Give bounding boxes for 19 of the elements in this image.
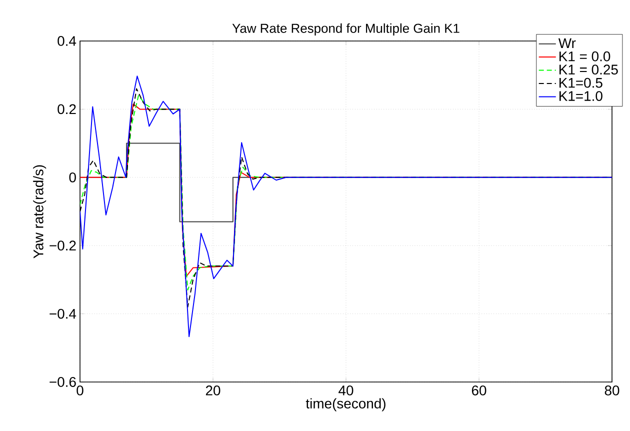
y-tick-label: 0.4 — [58, 36, 76, 46]
y-axis-title: Yaw rate(rad/s) — [33, 165, 46, 258]
x-tick-label: 60 — [472, 386, 486, 396]
legend-label: K1 = 0.0 — [559, 51, 610, 62]
y-tick-label: −0.4 — [50, 308, 76, 319]
legend-label: K1=0.5 — [559, 78, 602, 88]
y-tick-label: −0.2 — [50, 240, 76, 251]
legend-label: K1 = 0.25 — [559, 64, 618, 75]
legend-label: Wr — [558, 38, 576, 48]
x-tick-label: 20 — [206, 386, 220, 396]
chart-title: Yaw Rate Respond for Multiple Gain K1 — [232, 23, 460, 36]
y-tick-label: −0.6 — [50, 377, 76, 387]
legend-label: K1=1.0 — [559, 91, 602, 101]
x-tick-label: 80 — [604, 386, 620, 396]
y-tick-label: 0 — [69, 172, 76, 182]
y-tick-label: 0.2 — [58, 104, 76, 114]
x-tick-label: 0 — [76, 386, 84, 396]
x-tick-label: 40 — [338, 386, 354, 396]
x-axis-title: time(second) — [306, 398, 386, 412]
